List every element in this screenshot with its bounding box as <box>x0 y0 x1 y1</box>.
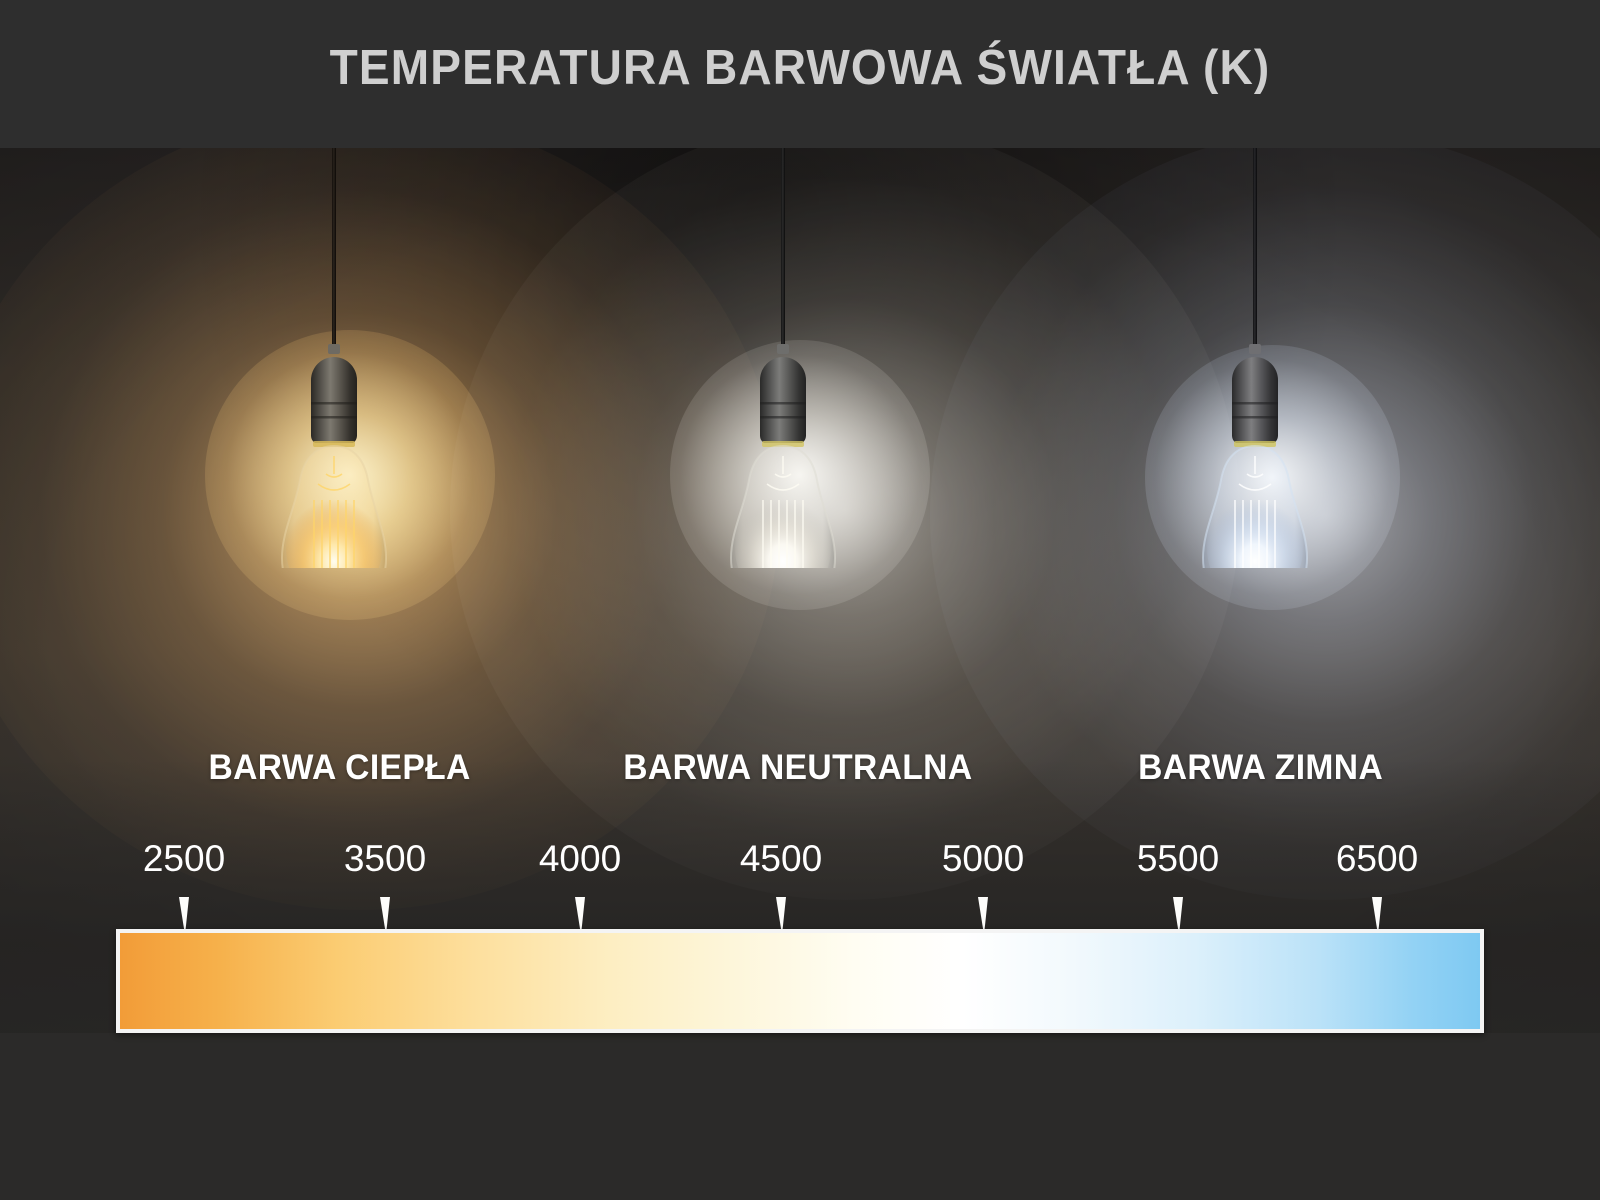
gradient-fill <box>120 933 1480 1029</box>
tick-label-6500: 6500 <box>1335 838 1419 879</box>
tick-label-3500: 3500 <box>343 838 427 879</box>
tick-label-5000: 5000 <box>941 838 1025 879</box>
tick-label-4000: 4000 <box>538 838 622 879</box>
tick-label-5500: 5500 <box>1136 838 1220 879</box>
tick-label-4500: 4500 <box>739 838 823 879</box>
page-title: TEMPERATURA BARWOWA ŚWIATŁA (K) <box>329 41 1271 95</box>
tick-label-2500: 2500 <box>142 838 226 879</box>
header-bar: TEMPERATURA BARWOWA ŚWIATŁA (K) <box>0 0 1600 148</box>
color-temperature-gradient-bar <box>116 929 1484 1033</box>
